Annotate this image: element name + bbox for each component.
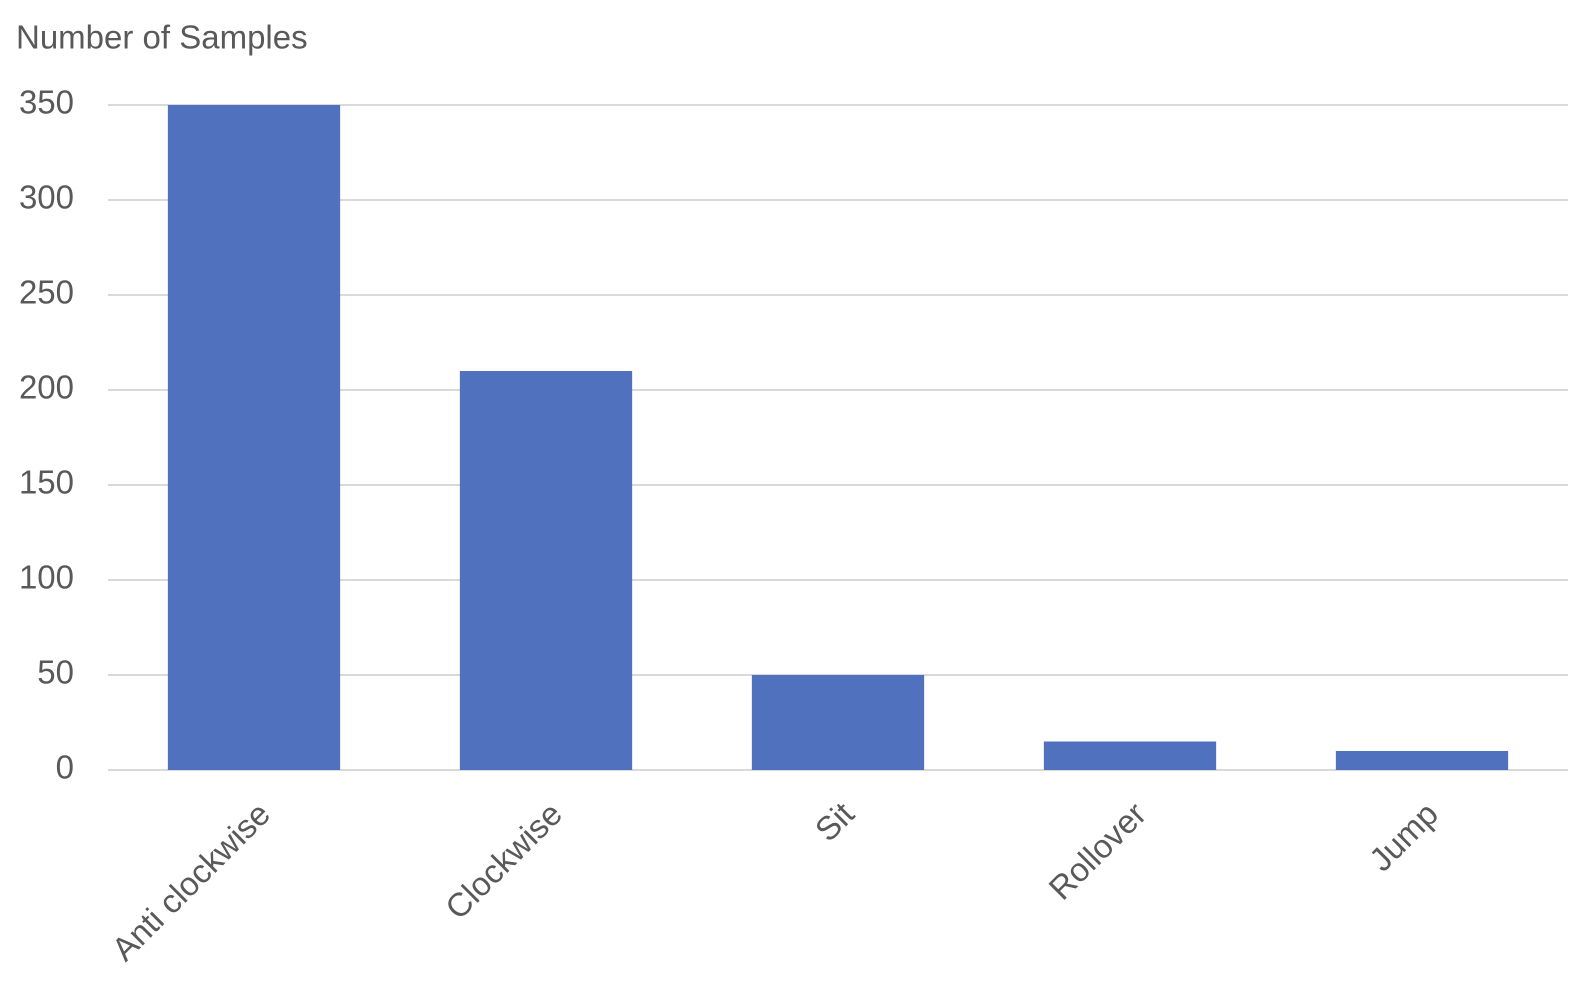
- y-tick-label: 350: [19, 84, 74, 121]
- x-tick-label: Rollover: [1041, 795, 1153, 907]
- y-tick-label: 50: [37, 654, 74, 691]
- y-tick-label: 150: [19, 464, 74, 501]
- bar: [1335, 751, 1509, 770]
- bar: [751, 675, 925, 770]
- bar: [459, 371, 633, 770]
- bar: [167, 105, 341, 770]
- y-axis-title: Number of Samples: [16, 19, 308, 56]
- y-tick-label: 0: [56, 749, 74, 786]
- y-tick-label: 250: [19, 274, 74, 311]
- x-tick-label: Sit: [808, 795, 861, 848]
- x-tick-label: Clockwise: [438, 795, 569, 926]
- x-tick-label: Jump: [1362, 795, 1445, 878]
- x-tick-label: Anti clockwise: [104, 795, 277, 968]
- y-tick-label: 300: [19, 179, 74, 216]
- bar: [1043, 741, 1217, 770]
- y-tick-label: 200: [19, 369, 74, 406]
- y-tick-label: 100: [19, 559, 74, 596]
